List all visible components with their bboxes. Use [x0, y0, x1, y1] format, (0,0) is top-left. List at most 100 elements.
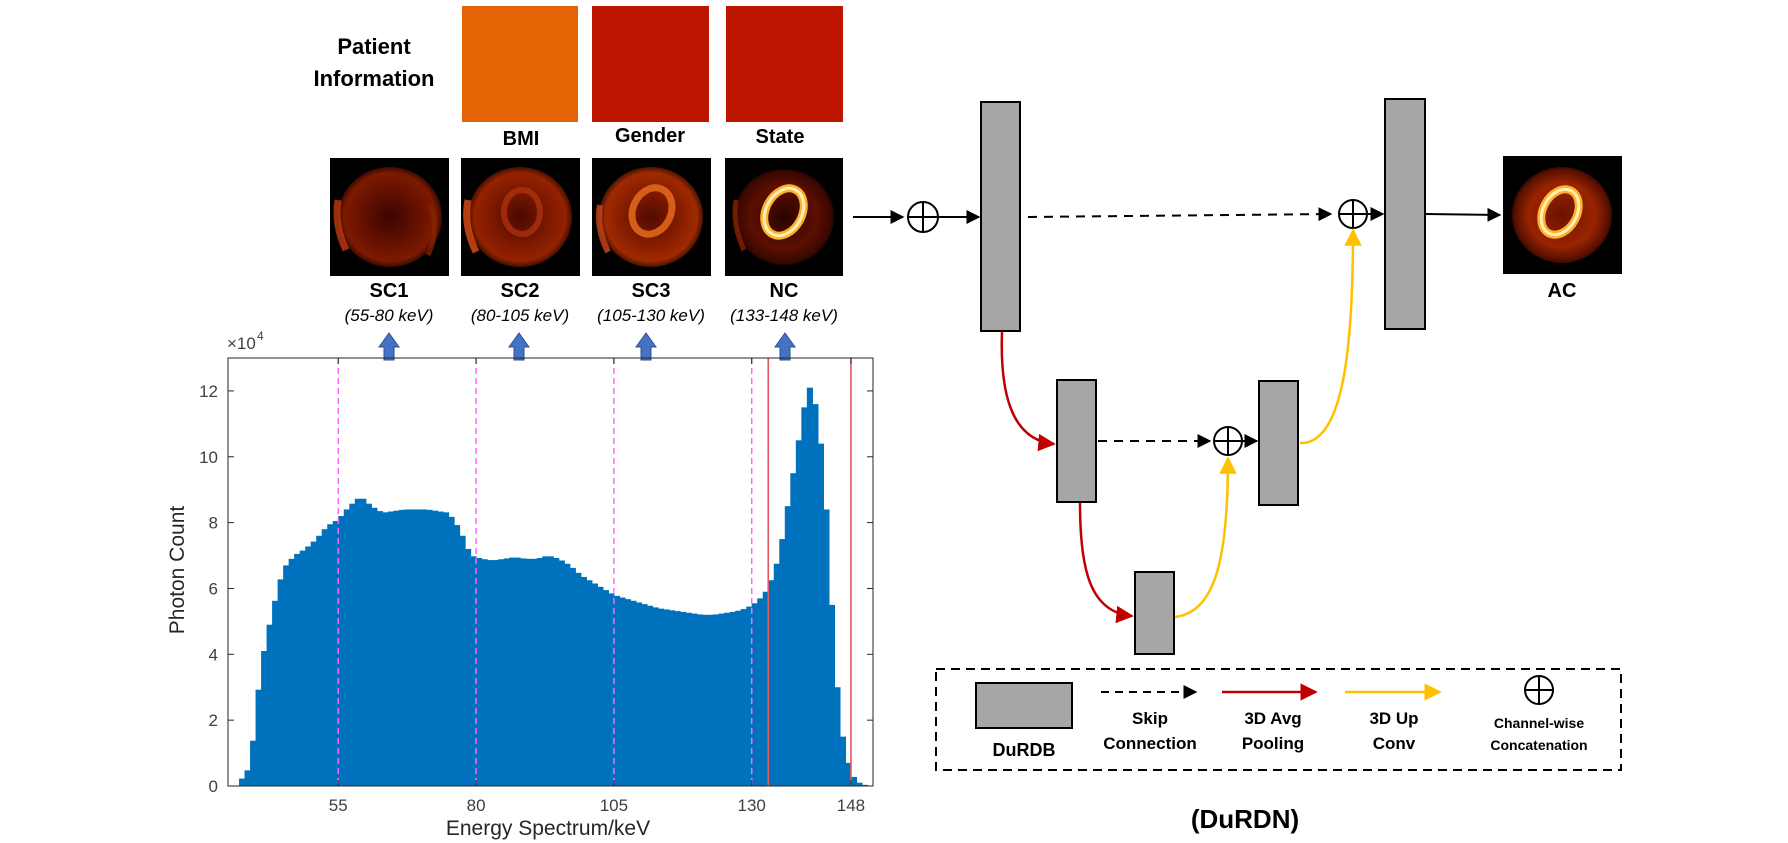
histogram-bar	[558, 560, 565, 786]
histogram-bar	[779, 539, 786, 786]
sc2-up-arrow	[508, 332, 530, 361]
histogram-bar	[332, 520, 339, 786]
histogram-bar	[674, 611, 681, 786]
histogram-bar	[646, 605, 654, 786]
legend-pool-label-1: 3D Avg	[1244, 709, 1301, 728]
histogram-bar	[729, 611, 736, 786]
histogram-bar	[459, 535, 466, 786]
histogram-bar	[261, 651, 268, 786]
histogram-bar	[277, 579, 284, 786]
bmi-label: BMI	[503, 128, 540, 150]
histogram-bar	[321, 529, 328, 786]
histogram-bar	[250, 740, 257, 786]
durdb-encoder-1	[980, 101, 1021, 332]
histogram-bar	[272, 600, 279, 786]
histogram-bar	[338, 516, 345, 786]
histogram-bar	[746, 606, 753, 786]
durdb-encoder-2	[1056, 379, 1097, 503]
histogram-bar	[718, 613, 725, 786]
histogram-bar	[751, 603, 758, 786]
histogram-bar	[828, 604, 836, 786]
legend: DuRDB Skip Connection 3D Avg Pooling 3D …	[935, 668, 1622, 771]
gender-label: Gender	[615, 125, 685, 147]
histogram-bar	[575, 572, 582, 786]
histogram-bar	[613, 595, 621, 786]
y-scale-exponent: 4	[257, 329, 264, 343]
histogram-bar	[735, 610, 742, 786]
histogram-bar	[536, 558, 543, 786]
histogram-bar	[834, 687, 841, 786]
histogram-bar	[288, 558, 295, 786]
histogram-bar	[542, 556, 549, 786]
state-label: State	[756, 126, 805, 148]
histogram-bar	[740, 609, 747, 786]
histogram-bar	[591, 583, 598, 786]
histogram-bar	[294, 553, 301, 786]
pool-arrow-2	[1078, 502, 1134, 624]
legend-skip-label-2: Connection	[1103, 734, 1197, 753]
upconv-arrow-1	[1174, 456, 1237, 619]
y-axis-label: Photon Count	[166, 506, 189, 635]
histogram-bar	[415, 509, 422, 786]
legend-up-label-1: 3D Up	[1369, 709, 1418, 728]
pool-arrow-1	[1000, 331, 1056, 452]
histogram-bar	[448, 516, 455, 786]
histogram-bar	[685, 612, 692, 786]
y-tick-label: 12	[199, 382, 218, 401]
legend-up-label-2: Conv	[1373, 734, 1416, 753]
histogram-bar	[696, 614, 703, 786]
x-tick-label: 55	[329, 796, 348, 815]
plot-frame	[227, 357, 874, 787]
histogram-bar	[630, 600, 637, 786]
histogram-bar	[283, 565, 290, 786]
sc1-up-arrow	[378, 332, 400, 361]
durdb-decoder-2	[1258, 380, 1299, 506]
histogram-bar	[443, 512, 450, 786]
histogram-bar	[481, 559, 488, 786]
x-tick-label: 80	[467, 796, 486, 815]
histogram-bar	[305, 546, 312, 786]
output-arrow	[1425, 207, 1502, 222]
histogram-bar	[520, 558, 527, 786]
histogram-bar	[658, 608, 665, 786]
histogram-bar	[652, 607, 659, 786]
histogram-bar	[426, 509, 433, 786]
sc1-label: SC1	[370, 280, 409, 302]
histogram-bar	[525, 558, 532, 786]
legend-concat-label-2: Concatenation	[1490, 737, 1587, 753]
durdb-decoder-1	[1384, 98, 1426, 330]
histogram-bar	[624, 599, 632, 786]
sc2-range: (80-105 keV)	[471, 306, 569, 325]
sc2-label: SC2	[501, 280, 540, 302]
histogram-bar	[376, 511, 383, 786]
x-axis-label: Energy Spectrum/keV	[446, 817, 650, 840]
histogram-bar	[349, 503, 356, 786]
histogram-bar	[806, 387, 813, 786]
y-tick-label: 8	[209, 514, 218, 533]
histogram-bar	[431, 510, 439, 786]
concat-icon-1	[907, 201, 939, 233]
histogram-bar	[404, 509, 411, 786]
concat-icon-2	[1213, 426, 1243, 456]
histogram-bar	[437, 511, 444, 786]
histogram-bar	[509, 557, 516, 786]
histogram-bar	[398, 509, 406, 786]
ac-label: AC	[1548, 280, 1577, 302]
patient-info-subtitle: Information	[314, 66, 435, 91]
histogram-bar	[365, 503, 372, 786]
histogram-bar	[795, 440, 802, 786]
window-labels: SC1 (55-80 keV) SC2 (80-105 keV) SC3 (10…	[345, 280, 838, 325]
histogram-bar	[812, 404, 819, 786]
legend-pool-label-2: Pooling	[1242, 734, 1304, 753]
histogram-bars	[239, 387, 874, 786]
y-tick-label: 6	[209, 579, 218, 598]
histogram-bar	[564, 563, 571, 786]
histogram-bar	[514, 557, 521, 786]
histogram-bar	[470, 556, 477, 786]
concat-icon-3	[1338, 199, 1368, 229]
legend-frame	[935, 668, 1622, 771]
histogram-bar	[387, 511, 394, 786]
nc-image	[725, 158, 843, 276]
histogram-bar	[498, 559, 505, 786]
histogram-bar	[608, 593, 615, 786]
